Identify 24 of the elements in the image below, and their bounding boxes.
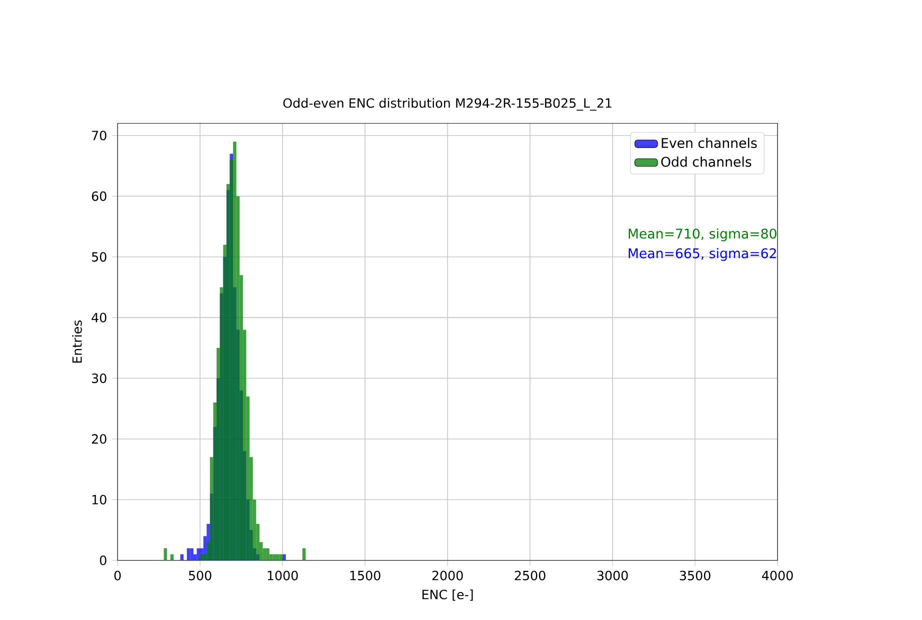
x-tick-label: 3500 bbox=[680, 570, 710, 580]
x-tick-label: 0 bbox=[114, 570, 121, 580]
annotation: Mean=665, sigma=62 bbox=[628, 248, 776, 261]
x-tick-label: 4000 bbox=[762, 570, 793, 580]
y-tick-label: 60 bbox=[92, 191, 106, 201]
legend-label: Even channels bbox=[662, 138, 757, 148]
x-tick-label: 1000 bbox=[268, 570, 298, 580]
x-axis-title: ENC [e-] bbox=[422, 589, 473, 601]
y-axis-title: Entries bbox=[72, 320, 82, 363]
x-tick-label: 2500 bbox=[514, 570, 546, 580]
chart-title: Odd-even ENC distribution M294-2R-155-B025_L_21 bbox=[283, 98, 612, 111]
x-tick-label: 1500 bbox=[350, 570, 380, 580]
x-tick-label: 3000 bbox=[597, 570, 628, 580]
y-tick-label: 30 bbox=[92, 373, 106, 384]
y-tick-label: 70 bbox=[92, 130, 106, 140]
x-tick-label: 2000 bbox=[432, 570, 463, 580]
y-tick-label: 10 bbox=[92, 494, 106, 504]
y-tick-label: 40 bbox=[92, 312, 106, 322]
annotation: Mean=710, sigma=80 bbox=[628, 228, 776, 242]
x-tick-label: 500 bbox=[188, 570, 212, 580]
legend-label: Odd channels bbox=[661, 156, 752, 167]
y-tick-label: 20 bbox=[92, 434, 106, 444]
y-tick-label: 0 bbox=[100, 556, 106, 566]
y-tick-label: 50 bbox=[92, 252, 106, 262]
